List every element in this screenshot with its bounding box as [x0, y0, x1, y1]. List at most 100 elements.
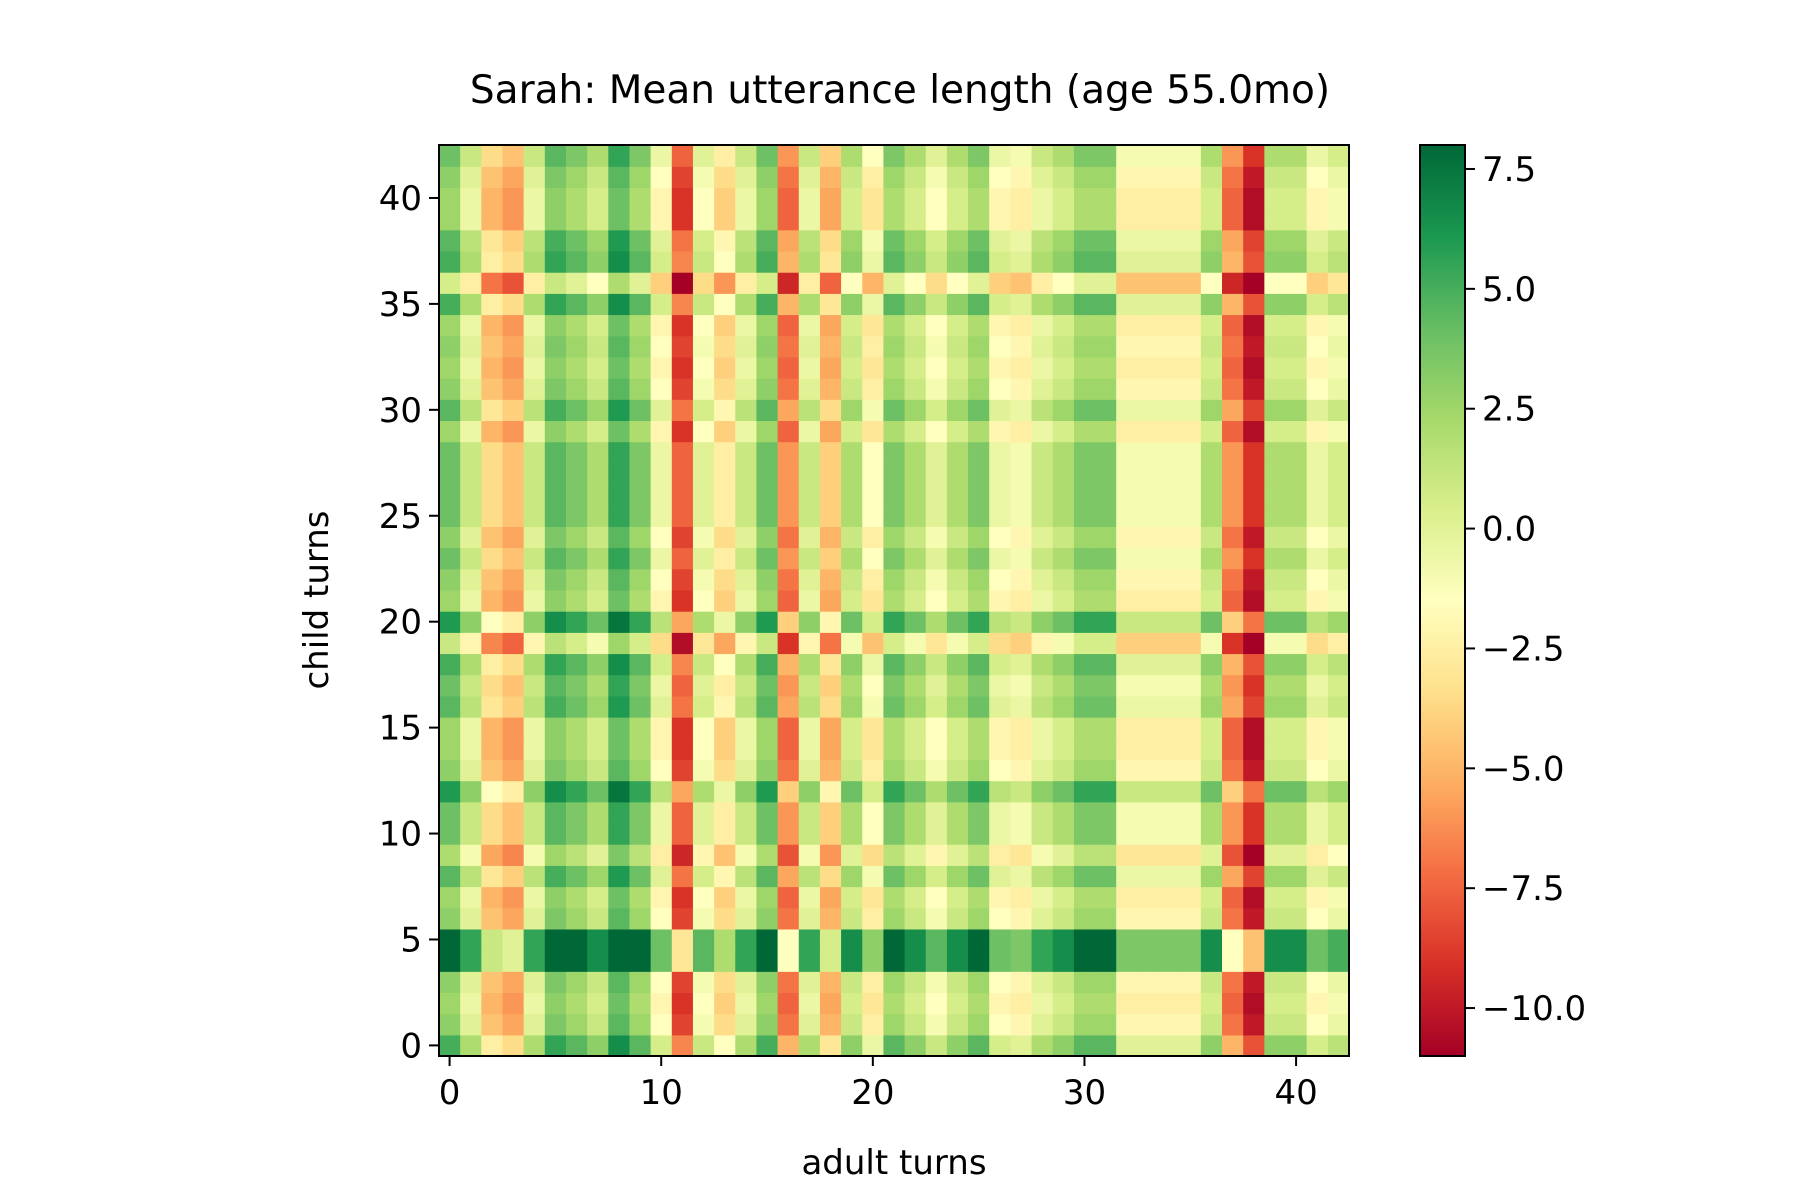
- heatmap-cell: [1095, 462, 1117, 485]
- colorbar-tick-label: −7.5: [1482, 869, 1565, 909]
- heatmap-cell: [692, 865, 715, 888]
- heatmap-cell: [968, 907, 990, 930]
- colorbar-tick-label: −10.0: [1482, 989, 1586, 1029]
- heatmap-cell: [481, 844, 504, 866]
- heatmap-cell: [608, 145, 631, 167]
- heatmap-cell: [1200, 695, 1223, 718]
- heatmap-cell: [671, 420, 694, 443]
- heatmap-cell: [968, 314, 990, 337]
- heatmap-cell: [692, 314, 715, 337]
- heatmap-cell: [777, 505, 800, 527]
- heatmap-cell: [1116, 187, 1138, 210]
- heatmap-cell: [1264, 378, 1287, 400]
- heatmap-cell: [1264, 950, 1287, 972]
- heatmap-cell: [481, 589, 504, 612]
- heatmap-cell: [650, 589, 673, 612]
- heatmap-cell: [1243, 611, 1265, 633]
- heatmap-cell: [587, 738, 609, 760]
- heatmap-cell: [1052, 844, 1075, 866]
- heatmap-cell: [1158, 505, 1181, 527]
- heatmap-cell: [1031, 695, 1054, 718]
- heatmap-cell: [968, 568, 990, 591]
- heatmap-cell: [1158, 420, 1181, 443]
- heatmap-cell: [819, 992, 842, 1015]
- heatmap-cell: [904, 674, 927, 697]
- heatmap-cell: [1243, 272, 1265, 294]
- heatmap-cell: [1306, 356, 1329, 379]
- heatmap-cell: [1031, 674, 1054, 697]
- heatmap-cell: [1158, 145, 1181, 167]
- heatmap-cell: [544, 971, 567, 994]
- heatmap-cell: [692, 950, 715, 972]
- heatmap-cell: [735, 547, 758, 570]
- heatmap-cell: [502, 971, 525, 994]
- heatmap-cell: [1095, 971, 1117, 994]
- heatmap-cell: [756, 801, 779, 824]
- heatmap-cell: [841, 526, 863, 549]
- heatmap-cell: [1116, 293, 1138, 316]
- heatmap-cell: [1116, 717, 1138, 739]
- heatmap-cell: [862, 886, 885, 909]
- heatmap-cell: [587, 865, 609, 888]
- heatmap-cell: [989, 632, 1011, 655]
- heatmap-cell: [544, 1013, 567, 1036]
- heatmap-cell: [1179, 250, 1202, 273]
- heatmap-cell: [1222, 780, 1244, 803]
- heatmap-cell: [629, 717, 652, 739]
- heatmap-cell: [650, 611, 673, 633]
- heatmap-cell: [735, 145, 758, 167]
- heatmap-cell: [502, 759, 525, 782]
- heatmap-cell: [1158, 314, 1181, 337]
- heatmap-cell: [1200, 166, 1223, 188]
- heatmap-cell: [587, 674, 609, 697]
- heatmap-cell: [1010, 632, 1033, 655]
- heatmap-cell: [989, 844, 1011, 866]
- heatmap-cell: [1306, 865, 1329, 888]
- heatmap-cell: [544, 378, 567, 400]
- heatmap-cell: [523, 145, 546, 167]
- heatmap-cell: [819, 420, 842, 443]
- heatmap-cell: [1285, 229, 1308, 252]
- heatmap-cell: [1327, 589, 1350, 612]
- heatmap-cell: [523, 378, 546, 400]
- heatmap-cell: [819, 611, 842, 633]
- heatmap-cell: [756, 780, 779, 803]
- heatmap-cell: [439, 950, 461, 972]
- heatmap-cell: [671, 505, 694, 527]
- heatmap-cell: [439, 971, 461, 994]
- heatmap-cell: [587, 547, 609, 570]
- heatmap-cell: [1200, 208, 1223, 231]
- heatmap-cell: [1243, 822, 1265, 845]
- heatmap-cell: [1116, 822, 1138, 845]
- heatmap-cell: [1222, 441, 1244, 464]
- heatmap-cell: [1137, 399, 1160, 422]
- heatmap-cell: [925, 971, 948, 994]
- heatmap-cell: [841, 335, 863, 358]
- heatmap-cell: [777, 907, 800, 930]
- heatmap-cell: [1264, 250, 1287, 273]
- heatmap-cell: [692, 1034, 715, 1057]
- heatmap-cell: [1010, 187, 1033, 210]
- heatmap-cell: [1116, 399, 1138, 422]
- heatmap-cell: [1137, 695, 1160, 718]
- heatmap-cell: [1200, 356, 1223, 379]
- heatmap-cell: [1264, 801, 1287, 824]
- heatmap-cell: [714, 229, 736, 252]
- heatmap-cell: [1073, 399, 1096, 422]
- heatmap-cell: [608, 907, 631, 930]
- heatmap-cell: [481, 801, 504, 824]
- heatmap-cell: [777, 526, 800, 549]
- heatmap-cell: [1306, 462, 1329, 485]
- heatmap-cell: [925, 801, 948, 824]
- heatmap-cell: [904, 992, 927, 1015]
- heatmap-cell: [1264, 462, 1287, 485]
- heatmap-cell: [1306, 526, 1329, 549]
- heatmap-cell: [756, 865, 779, 888]
- heatmap-cell: [989, 378, 1011, 400]
- heatmap-cell: [608, 950, 631, 972]
- heatmap-cell: [692, 356, 715, 379]
- heatmap-cell: [819, 695, 842, 718]
- heatmap-cell: [692, 229, 715, 252]
- heatmap-cell: [608, 526, 631, 549]
- heatmap-cell: [756, 674, 779, 697]
